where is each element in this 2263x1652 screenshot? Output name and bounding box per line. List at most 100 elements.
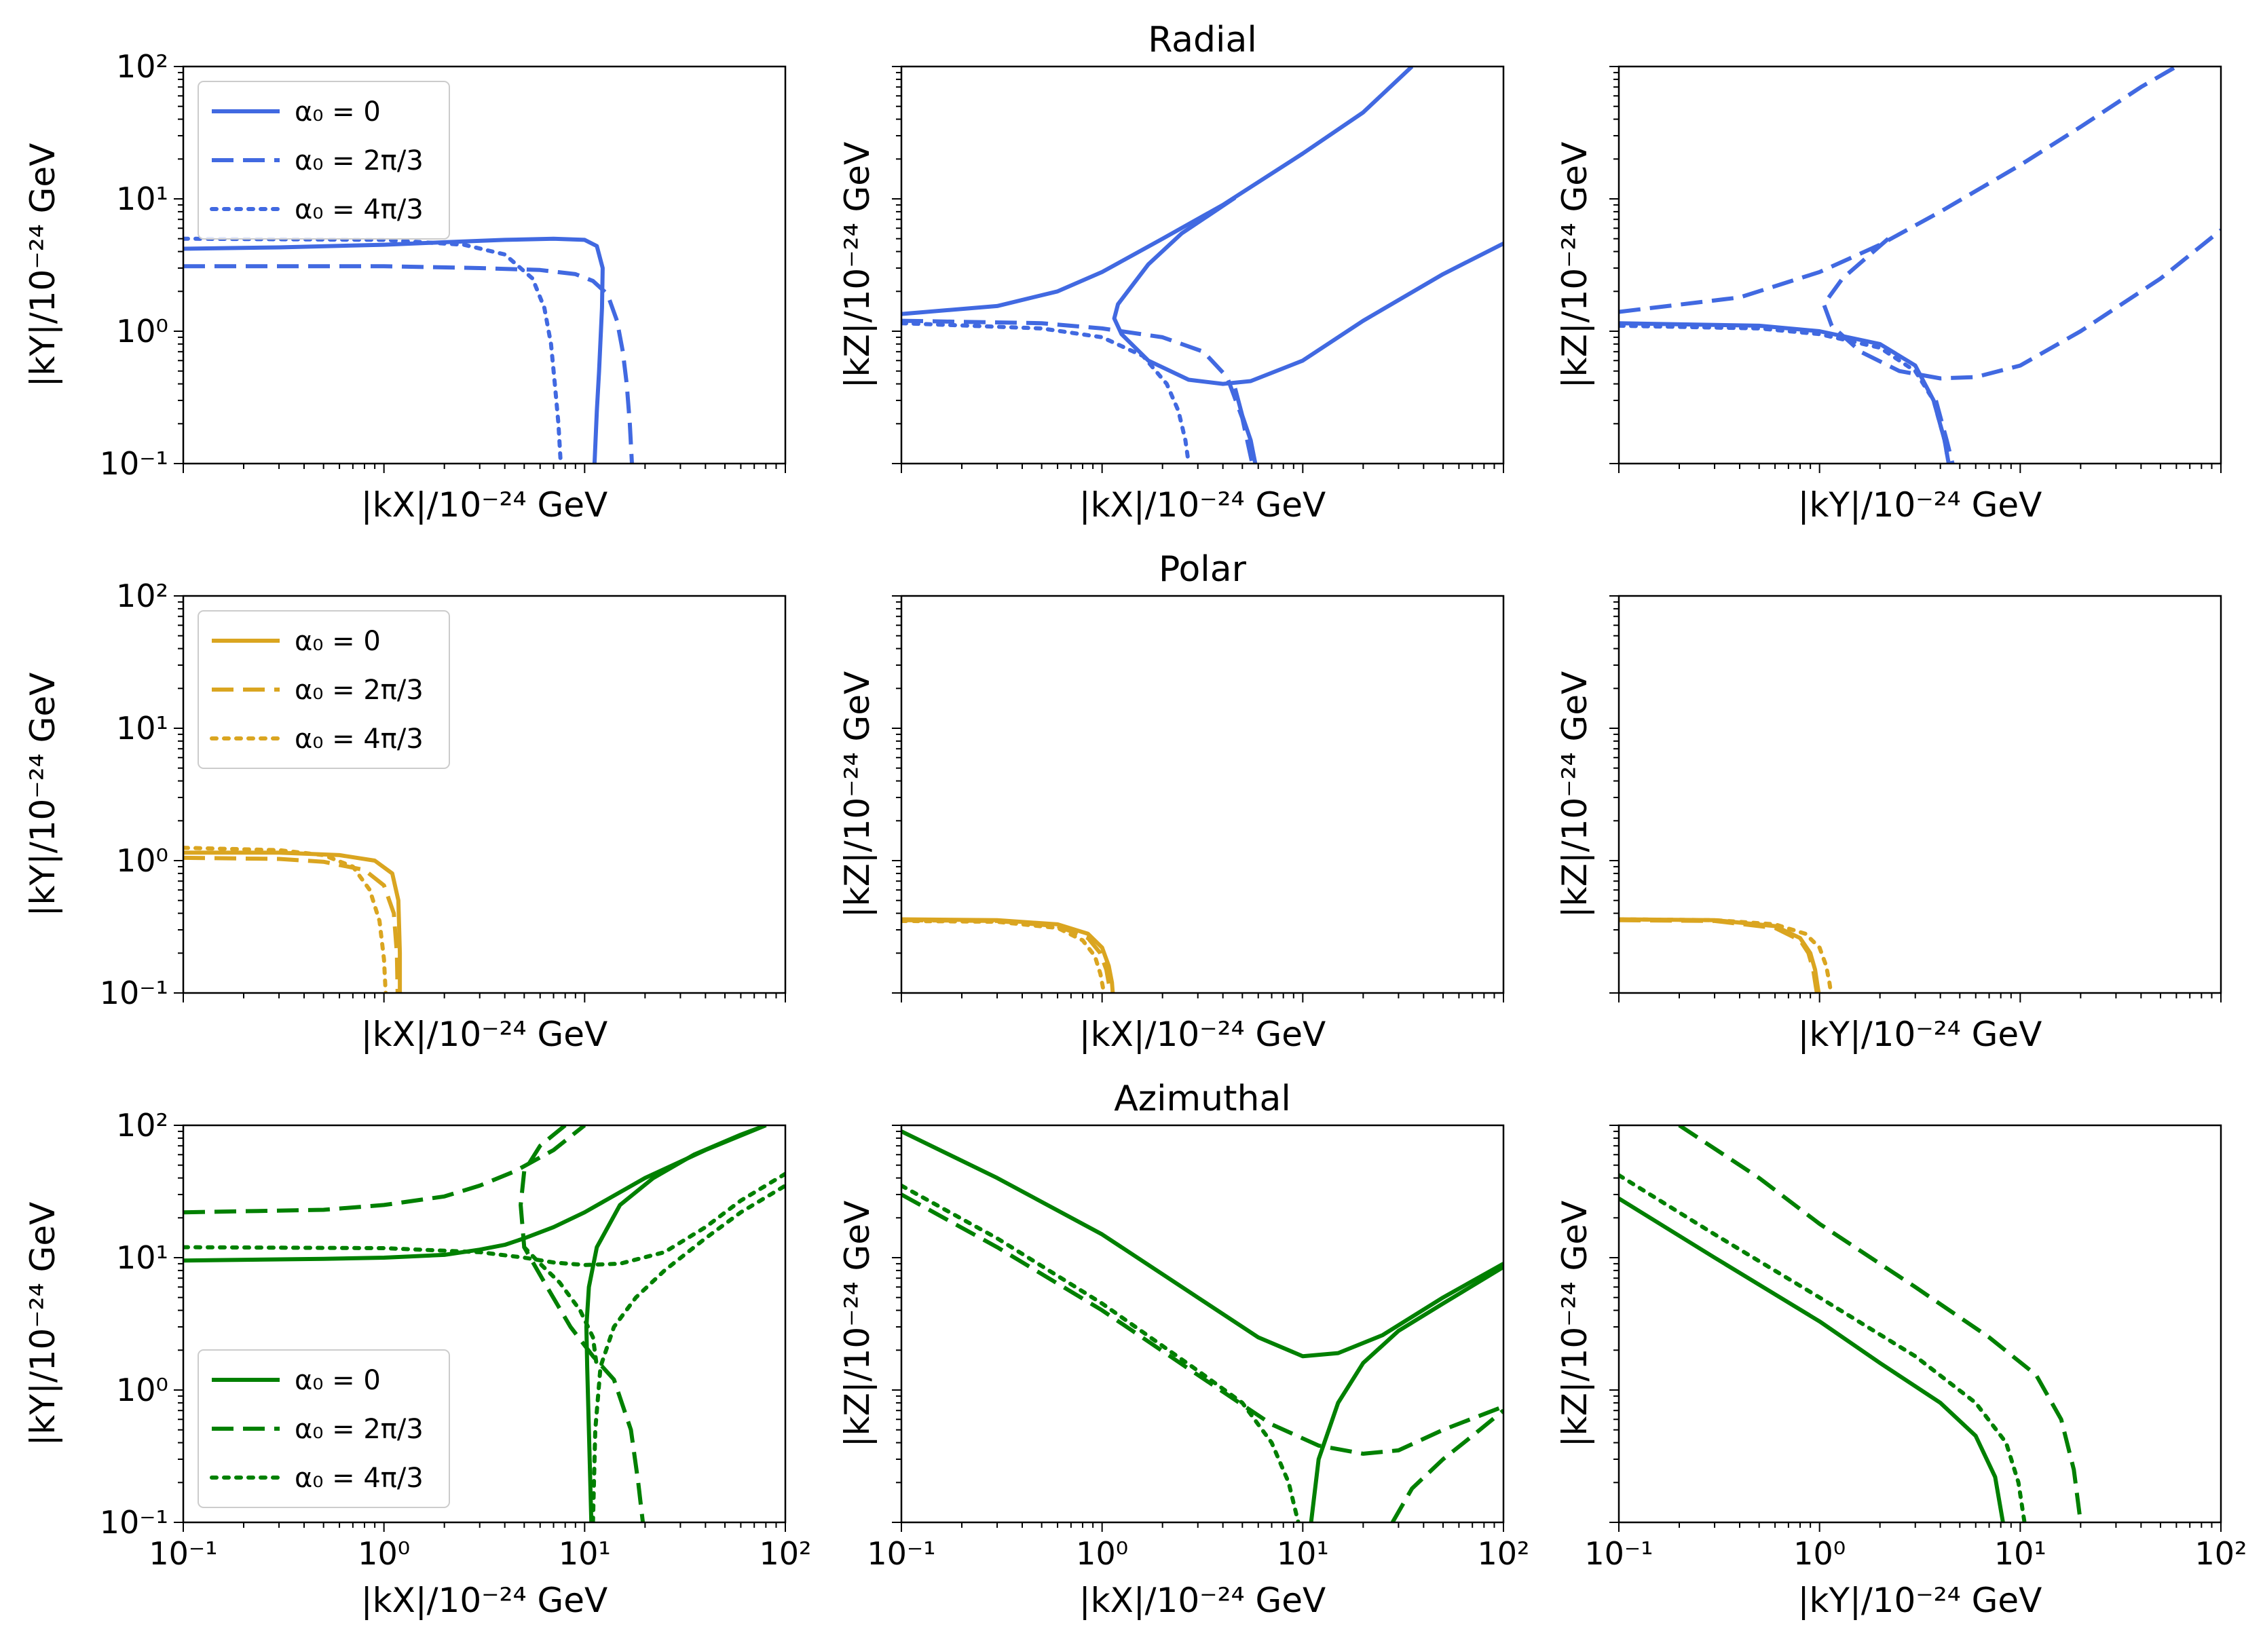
series-layer — [1619, 917, 1833, 993]
y-axis-label: |kZ|/10⁻²⁴ GeV — [838, 671, 877, 918]
y-axis-label: |kZ|/10⁻²⁴ GeV — [838, 1201, 877, 1447]
series-line-1-seg-0 — [1678, 1125, 2083, 1522]
y-axis-label: |kY|/10⁻²⁴ GeV — [23, 143, 62, 388]
y-tick-label: 10⁻¹ — [100, 975, 168, 1011]
x-axis-label: |kX|/10⁻²⁴ GeV — [361, 485, 607, 525]
panel-r0-c0: 10⁻¹ 10⁰ 10¹ 10² |kX|/10⁻²⁴ GeV |kY|/10⁻²⁴ Ge… — [23, 48, 787, 525]
y-axis-label: |kY|/10⁻²⁴ GeV — [23, 673, 62, 917]
y-tick-label: 10¹ — [116, 710, 168, 747]
series-line-1-seg-0 — [901, 1193, 1503, 1456]
ticks — [892, 1125, 1504, 1532]
axes-frame — [182, 595, 787, 994]
x-tick-label: 10⁻¹ — [149, 1535, 217, 1572]
axes-frame — [1617, 1124, 2222, 1524]
series-line-2-seg-0 — [183, 1171, 785, 1267]
series-line-2-seg-0 — [1619, 323, 1951, 464]
axes-frame — [1617, 65, 2222, 465]
row-title: Azimuthal — [1114, 1078, 1291, 1119]
x-axis-label: |kY|/10⁻²⁴ GeV — [1798, 1581, 2042, 1620]
y-axis-label: |kZ|/10⁻²⁴ GeV — [838, 142, 877, 388]
x-tick-label: 10¹ — [1277, 1535, 1329, 1572]
series-layer — [183, 846, 403, 993]
series-layer — [183, 236, 634, 464]
series-layer — [183, 1125, 785, 1522]
legend-label: α₀ = 0 — [295, 626, 381, 657]
x-tick-label: 10⁰ — [1793, 1535, 1846, 1572]
y-tick-label: 10² — [116, 48, 168, 85]
row-title: Radial — [1148, 20, 1257, 60]
y-axis-label: |kZ|/10⁻²⁴ GeV — [1555, 671, 1594, 918]
y-tick-label: 10⁻¹ — [100, 445, 168, 482]
ticks — [174, 66, 786, 473]
panel-r0-c2: |kY|/10⁻²⁴ GeV |kZ|/10⁻²⁴ GeV — [1555, 65, 2222, 525]
series-line-0-seg-1 — [1309, 1265, 1503, 1522]
series-line-2-seg-0 — [183, 236, 563, 464]
x-axis-label: |kX|/10⁻²⁴ GeV — [361, 1581, 607, 1620]
axes-frame — [182, 1124, 787, 1524]
ticks — [174, 1125, 786, 1532]
axes-frame — [1617, 595, 2222, 994]
series-layer — [901, 67, 1503, 464]
series-line-1-seg-2 — [1934, 400, 1955, 464]
axes-frame — [900, 65, 1505, 465]
x-tick-label: 10¹ — [559, 1535, 611, 1572]
series-line-2-seg-0 — [901, 918, 1106, 993]
axes-frame — [900, 1124, 1505, 1524]
y-tick-label: 10² — [116, 1107, 168, 1144]
x-tick-label: 10² — [760, 1535, 812, 1572]
legend-label: α₀ = 2π/3 — [295, 1414, 424, 1445]
series-layer — [901, 917, 1115, 993]
series-line-0-seg-0 — [1619, 321, 1951, 464]
series-layer — [901, 1129, 1503, 1522]
series-line-0-seg-0 — [901, 67, 1414, 316]
series-line-2-seg-1 — [591, 1183, 785, 1522]
ticks — [1609, 66, 2222, 473]
x-tick-label: 10² — [2195, 1535, 2247, 1572]
series-line-1-seg-1 — [1390, 1408, 1503, 1522]
panel-r2-c0: 10⁻¹ 10⁰ 10¹ 10² 10⁻¹ 10⁰ 10¹ 10² |kX|/10⁻²⁴ GeV… — [23, 1107, 811, 1620]
legend-label: α₀ = 4π/3 — [295, 724, 424, 755]
x-axis-label: |kX|/10⁻²⁴ GeV — [1079, 1581, 1326, 1620]
x-tick-label: 10⁻¹ — [1584, 1535, 1653, 1572]
legend-label: α₀ = 2π/3 — [295, 675, 424, 706]
ticks — [1609, 1125, 2222, 1532]
x-axis-label: |kX|/10⁻²⁴ GeV — [361, 1015, 607, 1054]
ticks — [1609, 595, 2222, 1002]
y-tick-label: 10¹ — [116, 181, 168, 217]
y-tick-label: 10⁰ — [116, 842, 168, 879]
legend: α₀ = 0 α₀ = 2π/3 α₀ = 4π/3 — [198, 1349, 450, 1508]
y-axis-label: |kZ|/10⁻²⁴ GeV — [1555, 142, 1594, 388]
panel-r1-c0: 10⁻¹ 10⁰ 10¹ 10² |kX|/10⁻²⁴ GeV |kY|/10⁻²⁴ Ge… — [23, 578, 787, 1054]
x-tick-label: 10⁰ — [358, 1535, 410, 1572]
x-tick-label: 10⁻¹ — [867, 1535, 935, 1572]
y-tick-label: 10⁰ — [116, 1372, 168, 1408]
y-tick-label: 10¹ — [116, 1239, 168, 1276]
axes-frame — [182, 65, 787, 465]
series-line-2-seg-0 — [1619, 1173, 2027, 1522]
series-layer — [1619, 67, 2221, 464]
series-line-1-seg-0 — [901, 318, 1254, 464]
x-axis-label: |kY|/10⁻²⁴ GeV — [1798, 1015, 2042, 1054]
series-line-0-seg-0 — [183, 1125, 767, 1263]
row-azimuthal: Azimuthal 10⁻¹ 10⁰ 10¹ 10² 10⁻¹ 10⁰ 10¹ 10² |kX|/… — [23, 1078, 2247, 1620]
y-axis-label: |kY|/10⁻²⁴ GeV — [23, 1202, 62, 1446]
legend-box — [198, 1349, 450, 1508]
x-axis-label: |kX|/10⁻²⁴ GeV — [1079, 1015, 1326, 1054]
plots-layer: Radial 10⁻¹ 10⁰ 10¹ 10² |kX|/10⁻²⁴ GeV |kY|/10… — [23, 20, 2247, 1620]
series-line-0-seg-0 — [183, 850, 403, 993]
series-line-0-seg-1 — [1112, 195, 1503, 386]
series-line-0-seg-0 — [901, 1129, 1503, 1359]
legend-label: α₀ = 0 — [295, 96, 381, 128]
panel-r1-c2: |kY|/10⁻²⁴ GeV |kZ|/10⁻²⁴ GeV — [1555, 595, 2222, 1054]
legend-box — [198, 81, 450, 240]
panel-r0-c1: |kX|/10⁻²⁴ GeV |kZ|/10⁻²⁴ GeV — [838, 65, 1505, 525]
series-line-2-seg-2 — [522, 1245, 599, 1369]
series-line-1-seg-0 — [1619, 918, 1819, 993]
axes-frame — [900, 595, 1505, 994]
series-line-1-seg-1 — [519, 1125, 646, 1522]
row-title: Polar — [1159, 549, 1247, 590]
ticks — [892, 595, 1504, 1002]
x-tick-label: 10² — [1478, 1535, 1530, 1572]
series-line-0-seg-0 — [1619, 1197, 2005, 1522]
